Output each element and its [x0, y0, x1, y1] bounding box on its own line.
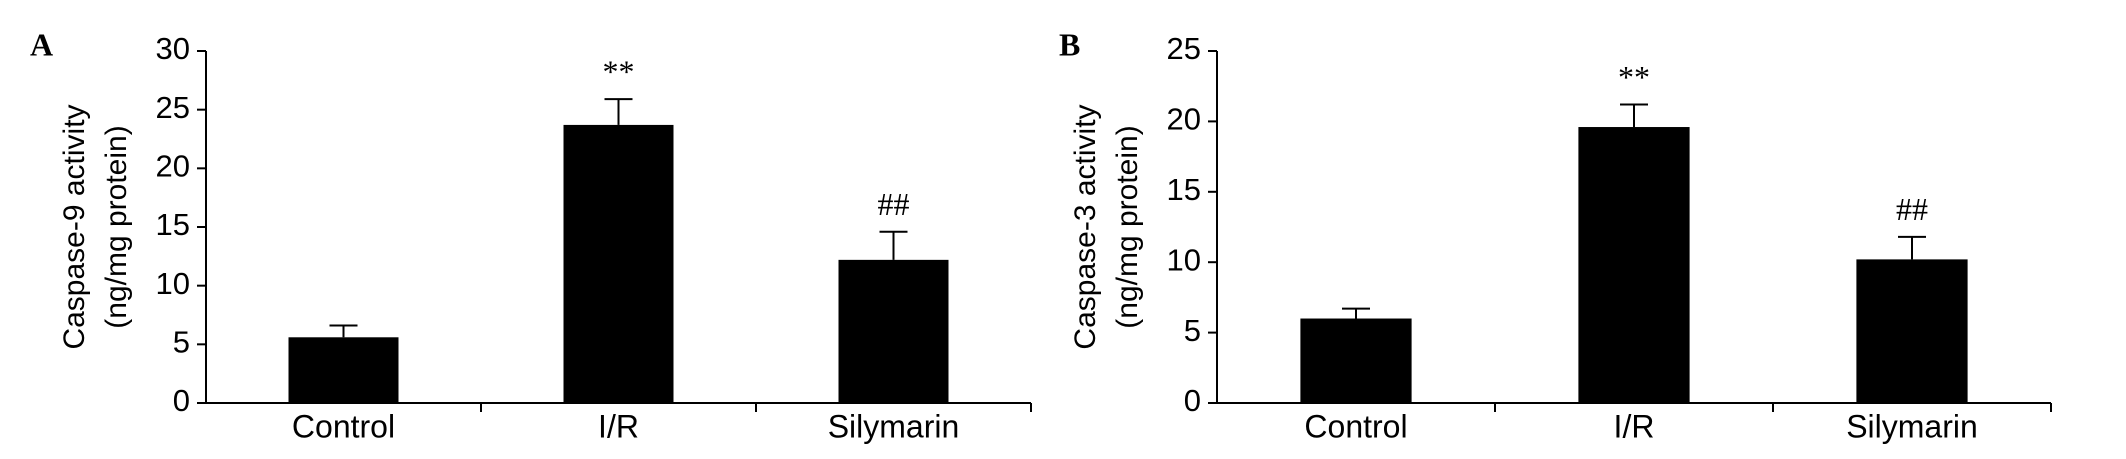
y-tick-label: 25: [1167, 31, 1201, 66]
error-bar: [1342, 307, 1370, 319]
error-bar: [1898, 235, 1926, 260]
error-bar: [604, 98, 633, 125]
bar: [838, 259, 949, 403]
x-tick-label: Control: [1304, 408, 1407, 444]
panel-label: B: [1059, 26, 1080, 62]
y-tick-label: 20: [1167, 102, 1201, 137]
error-bar: [1620, 103, 1648, 128]
significance-label: **: [1618, 59, 1650, 95]
significance-label: **: [603, 53, 635, 89]
bar: [1856, 259, 1968, 403]
y-axis-label: (ng/mg protein): [100, 125, 133, 328]
y-axis-label: Caspase-3 activity: [1069, 104, 1102, 349]
y-tick-label: 5: [173, 325, 190, 360]
y-tick-label: 15: [156, 207, 190, 242]
y-tick-label: 10: [1167, 242, 1201, 277]
y-axis-label: Caspase-9 activity: [58, 104, 91, 349]
y-tick-label: 25: [156, 90, 190, 125]
x-tick-label: I/R: [1614, 408, 1655, 444]
bar: [563, 124, 674, 404]
y-tick-label: 0: [173, 383, 190, 418]
x-tick-label: Control: [292, 408, 395, 444]
significance-label: ##: [878, 186, 910, 222]
x-tick-label: Silymarin: [1846, 408, 1978, 444]
x-tick-label: Silymarin: [828, 408, 960, 444]
significance-label: ##: [1896, 191, 1928, 227]
bar: [288, 337, 399, 403]
error-bar: [329, 324, 358, 338]
y-tick-label: 5: [1184, 313, 1201, 348]
y-tick-label: 30: [156, 31, 190, 66]
y-axis-label: (ng/mg protein): [1111, 125, 1144, 328]
y-tick-label: 15: [1167, 172, 1201, 207]
y-tick-label: 10: [156, 266, 190, 301]
error-bar: [879, 230, 908, 260]
x-tick-label: I/R: [598, 408, 639, 444]
bar: [1300, 318, 1412, 403]
y-tick-label: 20: [156, 149, 190, 184]
panel-label: A: [30, 26, 53, 62]
bar: [1578, 127, 1690, 404]
y-tick-label: 0: [1184, 383, 1201, 418]
